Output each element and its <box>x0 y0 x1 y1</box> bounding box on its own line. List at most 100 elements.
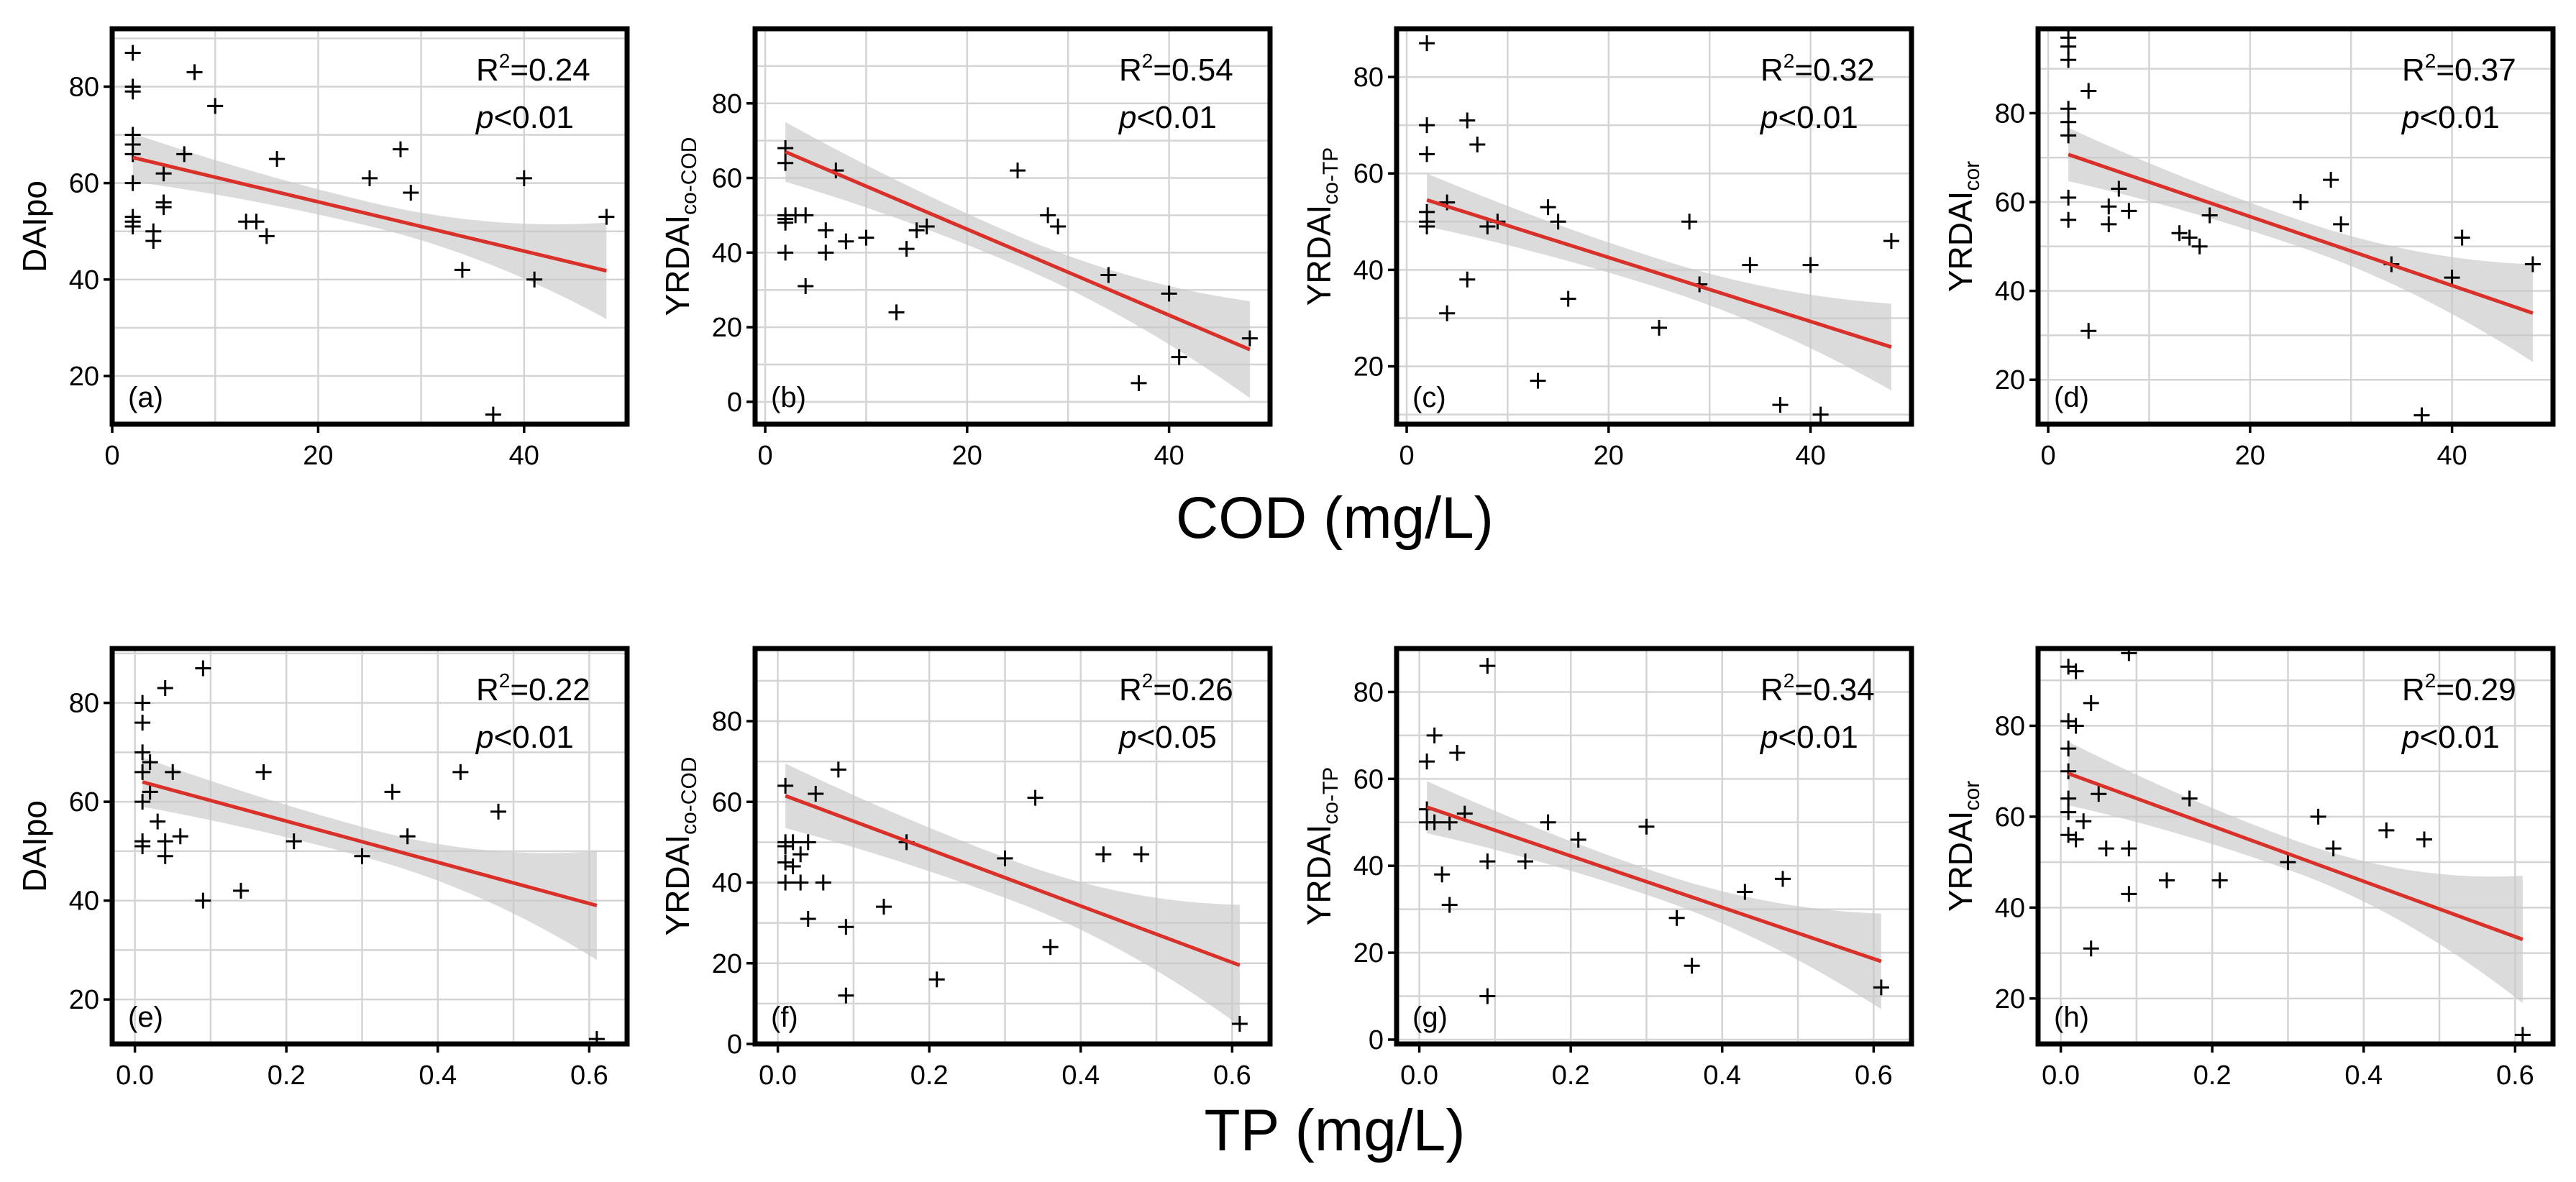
panel-c: 0 20 40 20 40 60 80 YRDAIco-TP (c) R2=0.32 p<0.01 <box>1300 26 1914 471</box>
data-point <box>176 146 193 162</box>
y-tick-label: 40 <box>1995 893 2025 923</box>
panel-h: 0.0 0.2 0.4 0.6 20 40 60 80 YRDAIcor (h) R2=0.29 p<… <box>1942 646 2556 1091</box>
y-tick-label: 20 <box>1353 352 1384 382</box>
data-point <box>248 214 265 230</box>
r-squared-label: R2=0.24 <box>476 50 590 88</box>
data-point <box>2060 101 2077 117</box>
data-point <box>2060 114 2077 130</box>
data-point <box>399 828 416 845</box>
x-tick-label: 0.0 <box>1400 1060 1438 1091</box>
data-point <box>1459 271 1476 288</box>
regression-line <box>2068 152 2534 315</box>
data-point <box>157 680 173 696</box>
p-value-label: p<0.01 <box>2401 100 2500 135</box>
data-point <box>1100 267 1117 283</box>
r-squared-label: R2=0.29 <box>2402 669 2516 707</box>
data-point <box>1550 214 1566 230</box>
x-tick-label: 20 <box>2235 441 2265 471</box>
y-axis-label: YRDAIcor <box>1942 161 1984 292</box>
confidence-band <box>2068 741 2523 1004</box>
panel-label: (h) <box>2054 1002 2089 1033</box>
data-point <box>588 1031 605 1044</box>
x-tick-label: 0 <box>1399 441 1414 471</box>
y-tick-label: 20 <box>1995 984 2025 1014</box>
data-point <box>1772 397 1789 413</box>
data-point <box>1419 753 1435 770</box>
y-tick-label: 20 <box>69 362 99 392</box>
x-tick-label: 0.0 <box>759 1060 797 1091</box>
data-point <box>2211 872 2228 889</box>
data-point <box>777 244 794 261</box>
y-tick-label: 20 <box>69 985 99 1015</box>
data-point <box>258 228 275 244</box>
data-point <box>1540 199 1556 216</box>
data-point <box>207 98 224 114</box>
data-point <box>2181 790 2198 807</box>
data-point <box>384 784 401 800</box>
data-point <box>2524 256 2541 272</box>
data-point <box>1479 853 1496 870</box>
data-point <box>2159 872 2175 889</box>
confidence-band <box>785 763 1240 1026</box>
data-point <box>2098 840 2114 857</box>
data-point <box>124 219 141 234</box>
data-point <box>526 271 543 288</box>
r-squared-label: R2=0.54 <box>1119 50 1233 88</box>
y-tick-label: 40 <box>1995 277 2025 307</box>
y-tick-label: 40 <box>1353 851 1384 881</box>
data-point <box>793 846 809 863</box>
data-point <box>172 828 188 845</box>
data-point <box>195 892 211 909</box>
x-tick-label: 0.4 <box>1703 1060 1741 1091</box>
y-tick-label: 60 <box>712 787 742 817</box>
data-point <box>269 151 286 168</box>
data-point <box>134 838 151 854</box>
panel-label: (f) <box>771 1002 798 1033</box>
data-point <box>2378 822 2395 838</box>
y-tick-label: 20 <box>712 313 742 343</box>
cod-x-axis-title: COD (mg/L) <box>1176 485 1494 551</box>
plot-frame <box>2035 646 2556 1047</box>
data-point <box>1241 330 1258 347</box>
data-point <box>598 209 615 225</box>
y-axis-label: YRDAIco-COD <box>659 757 701 936</box>
y-axis-label: YRDAIco-TP <box>1300 767 1343 926</box>
data-point <box>2060 52 2077 68</box>
data-point <box>157 833 173 850</box>
data-point <box>1479 988 1496 1004</box>
data-point <box>838 233 854 249</box>
data-point <box>800 911 816 927</box>
data-point <box>838 987 854 1004</box>
data-point <box>142 754 158 771</box>
data-point <box>777 777 794 794</box>
data-point <box>403 185 419 201</box>
data-point <box>134 744 151 761</box>
data-point <box>2191 238 2208 255</box>
data-point <box>777 874 794 891</box>
r-squared-label: R2=0.22 <box>476 669 590 707</box>
data-point <box>1419 117 1435 134</box>
plot-frame <box>109 646 630 1047</box>
x-tick-label: 0.6 <box>1855 1060 1893 1091</box>
p-value-label: p<0.01 <box>1759 720 1858 755</box>
data-point <box>516 170 532 186</box>
data-point <box>888 304 905 321</box>
data-point <box>1449 745 1466 761</box>
y-tick-label: 40 <box>69 886 99 917</box>
data-point <box>2325 840 2342 857</box>
data-point <box>2111 180 2127 197</box>
data-point <box>286 833 302 850</box>
x-tick-label: 0.2 <box>2193 1060 2232 1091</box>
r-squared-label: R2=0.37 <box>2402 50 2516 88</box>
data-point <box>818 244 834 261</box>
data-point <box>1540 814 1556 830</box>
data-point <box>1775 871 1791 887</box>
data-point <box>815 874 831 891</box>
plot-frame <box>109 26 630 427</box>
data-point <box>1873 979 1889 996</box>
x-tick-label: 0 <box>104 441 119 471</box>
data-point <box>798 278 814 295</box>
data-point <box>1441 897 1458 913</box>
data-point <box>145 233 162 249</box>
